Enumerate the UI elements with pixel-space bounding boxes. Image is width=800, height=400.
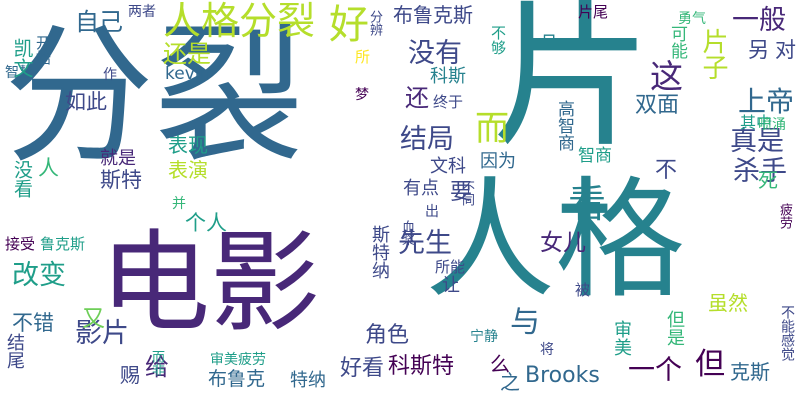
word-biaoyan: 表演 [168, 158, 208, 182]
word-renge: 人格 [425, 164, 686, 316]
word-keneng: 可能 [667, 25, 687, 59]
word-xiansheng: 先生 [398, 228, 452, 259]
word-si: 死 [758, 168, 778, 192]
word-qizhong: 其中 [740, 113, 773, 132]
word-meiyou: 没有 [408, 38, 462, 69]
word-zuo: 作 [103, 67, 117, 83]
word-qie: 且 [540, 33, 558, 54]
word-erfei: 而非 [149, 350, 164, 376]
word-kevin: kevin [165, 64, 211, 84]
word-haishi: 还是 [163, 40, 211, 68]
word-zhi: 之 [500, 370, 520, 394]
word-yinwei: 因为 [480, 151, 516, 172]
word-zhongyu: 终于 [433, 93, 464, 111]
word-suo: 所 [355, 48, 371, 66]
word-jiushi: 就是 [100, 148, 136, 169]
word-shenmeipilao: 审美疲劳 [210, 352, 266, 368]
word-biaoxian: 表现 [168, 133, 208, 157]
word-kesi: 克斯 [730, 360, 770, 384]
word-shashou: 杀手 [733, 156, 787, 187]
word-ziji: 自己 [75, 8, 123, 36]
word-kesi-small: 科斯 [430, 66, 466, 87]
word-kan: 看 [568, 182, 607, 226]
word-rengefenlie: 人格分裂 [163, 0, 316, 43]
word-shangdi: 上帝 [738, 85, 795, 118]
word-juese: 角色 [365, 323, 410, 348]
word-fenbian: 分辨 [367, 10, 382, 36]
word-suoneng: 所能 [435, 258, 466, 276]
word-zhenshi: 真是 [730, 126, 784, 157]
word-suiran: 虽然 [708, 291, 748, 315]
word-yiban: 一般 [732, 5, 786, 36]
word-jiang: 将 [540, 342, 554, 358]
word-me: 么 [490, 352, 510, 376]
word-jieshou: 接受 [5, 235, 36, 253]
word-rang: 让 [439, 275, 460, 293]
word-gaibian: 改变 [12, 260, 66, 291]
word-yongqi: 勇气 [678, 11, 706, 27]
word-jiewei: 结尾 [4, 333, 25, 369]
word-ren: 人 [38, 156, 59, 180]
word-dan: 但 [695, 347, 725, 382]
word-bugou: 不够 [489, 25, 507, 55]
word-bing: 并 [172, 196, 186, 212]
word-kaishi: 开始 [34, 35, 52, 65]
word-hao: 好 [322, 3, 368, 43]
word-dui: 对 [775, 38, 796, 62]
word-bunengganjue: 不能感觉 [779, 305, 795, 361]
word-ci: 赐 [120, 363, 140, 387]
word-gaozhishang: 高智商 [554, 100, 574, 151]
word-kesite: 科斯特 [388, 354, 455, 379]
word-ningjing: 宁静 [470, 329, 498, 345]
word-hai: 还 [405, 84, 429, 112]
word-fenlie: 分裂 [4, 10, 305, 184]
word-meikan: 没看 [11, 160, 33, 198]
word-pilao: 疲劳 [777, 203, 792, 229]
word-pianzi: 片子 [698, 28, 728, 80]
word-penyong: 喷涌 [758, 117, 786, 133]
word-zhihui: 智慧 [5, 65, 33, 81]
word-pianwei: 片尾 [578, 3, 609, 21]
word-bei: 被 [575, 281, 591, 299]
word-lukesi: 鲁克斯 [40, 235, 86, 253]
word-brooks-cn: 布鲁克斯 [393, 3, 473, 27]
word-haokan: 好看 [340, 356, 385, 381]
word-zhe: 这 [650, 57, 683, 96]
word-brooks: Brooks [525, 363, 600, 388]
word-butong: 不同 [459, 180, 474, 206]
word-xuejiang: 血浆 [399, 220, 414, 246]
word-chu: 出 [425, 204, 439, 220]
word-dianying: 电影 [100, 219, 320, 347]
word-sitena: 斯特纳 [369, 225, 390, 279]
word-bulukeke: 布鲁克 [208, 368, 266, 390]
word-yu: 与 [510, 305, 540, 340]
word-jieju: 结局 [400, 124, 454, 155]
word-you: 又 [82, 306, 105, 332]
word-yingpian: 影片 [75, 318, 129, 349]
word-site: 斯特 [100, 168, 142, 192]
word-shenmei: 审美 [611, 320, 632, 356]
word-ruci: 如此 [65, 90, 107, 114]
word-yao: 要 [450, 180, 473, 205]
word-bucuo: 不错 [12, 311, 54, 335]
word-danshi: 但是 [664, 310, 685, 346]
word-ling: 另 [748, 38, 769, 62]
word-er: 而 [475, 109, 509, 149]
word-nver: 女儿 [540, 230, 586, 256]
word-kaiwen: 凯文 [10, 38, 34, 78]
word-tena: 特纳 [290, 370, 326, 391]
word-geren: 个人 [185, 211, 227, 235]
word-bu: 不 [655, 158, 678, 183]
word-wenke: 文科 [430, 156, 466, 177]
word-zhishang: 智商 [578, 146, 612, 166]
word-pian-large: 片 [492, 0, 653, 169]
word-liangzhe: 两者 [128, 4, 156, 20]
word-meng: 梦 [355, 87, 369, 103]
word-yige: 一个 [628, 355, 682, 386]
word-youdian: 有点 [403, 178, 439, 199]
word-shuangmian: 双面 [635, 93, 680, 118]
word-gei: 给 [145, 353, 169, 381]
